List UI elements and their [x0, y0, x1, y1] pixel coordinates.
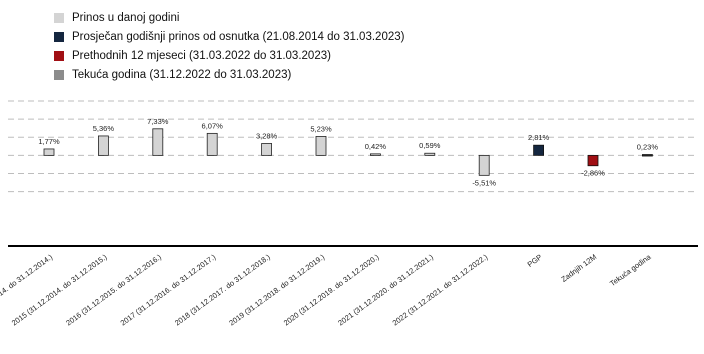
- value-label-3: 6,07%: [202, 121, 224, 130]
- legend-swatch-avg: [54, 31, 64, 42]
- bar-4: [261, 143, 273, 156]
- legend-item-avg: Prosječan godišnji prinos od osnutka (21…: [54, 27, 404, 46]
- value-label-2: 7,33%: [147, 117, 169, 126]
- bar-10: [587, 154, 599, 167]
- legend-item-last12: Prethodnih 12 mjeseci (31.03.2022 do 31.…: [54, 46, 404, 65]
- bar-2: [152, 128, 164, 156]
- bar-5: [315, 136, 327, 156]
- value-label-7: 0,59%: [419, 141, 441, 150]
- category-label-5: 2019 (31.12.2018. do 31.12.2019.): [227, 252, 326, 327]
- value-label-10: -2,86%: [581, 169, 605, 178]
- category-label-1: 2015 (31.12.2014. do 31.12.2015.): [10, 252, 109, 327]
- value-label-9: 2,81%: [528, 133, 550, 142]
- value-label-0: 1,77%: [38, 137, 60, 146]
- legend-label-last12: Prethodnih 12 mjeseci (31.03.2022 do 31.…: [72, 49, 331, 62]
- legend-item-ytd: Tekuća godina (31.12.2022 do 31.03.2023): [54, 65, 404, 84]
- value-label-5: 5,23%: [310, 124, 332, 133]
- legend-item-year: Prinos u danoj godini: [54, 8, 404, 27]
- bar-3: [206, 132, 218, 156]
- legend-label-year: Prinos u danoj godini: [72, 11, 180, 24]
- bar-8: [478, 154, 490, 176]
- category-label-8: 2022 (31.12.2021. do 31.12.2022.): [391, 252, 490, 327]
- legend-label-ytd: Tekuća godina (31.12.2022 do 31.03.2023): [72, 68, 292, 81]
- value-label-8: -5,51%: [472, 178, 496, 187]
- category-label-6: 2020 (31.12.2019. do 31.12.2020.): [282, 252, 381, 327]
- category-label-3: 2017 (31.12.2016. do 31.12.2017.): [119, 252, 218, 327]
- category-label-7: 2021 (31.12.2020. do 31.12.2021.): [336, 252, 435, 327]
- value-label-1: 5,36%: [93, 124, 115, 133]
- bar-0: [43, 148, 55, 156]
- chart-legend: Prinos u danoj godini Prosječan godišnji…: [54, 8, 404, 84]
- legend-swatch-ytd: [54, 69, 64, 80]
- legend-swatch-year: [54, 12, 64, 23]
- legend-swatch-last12: [54, 50, 64, 61]
- category-label-11: Tekuća godina: [608, 252, 653, 288]
- category-label-4: 2018 (31.12.2017. do 31.12.2018.): [173, 252, 272, 327]
- value-label-6: 0,42%: [365, 142, 387, 151]
- legend-label-avg: Prosječan godišnji prinos od osnutka (21…: [72, 30, 405, 43]
- bar-7: [424, 152, 436, 156]
- bar-1: [98, 135, 109, 156]
- category-label-10: Zadnjih 12M: [559, 252, 598, 284]
- bar-11: [642, 154, 653, 157]
- value-label-11: 0,23%: [637, 143, 659, 152]
- category-label-9: PGP: [526, 252, 544, 269]
- category-label-2: 2016 (31.12.2015. do 31.12.2016.): [64, 252, 163, 327]
- bar-6: [369, 153, 381, 156]
- bar-9: [533, 144, 544, 156]
- value-label-4: 3,28%: [256, 131, 278, 140]
